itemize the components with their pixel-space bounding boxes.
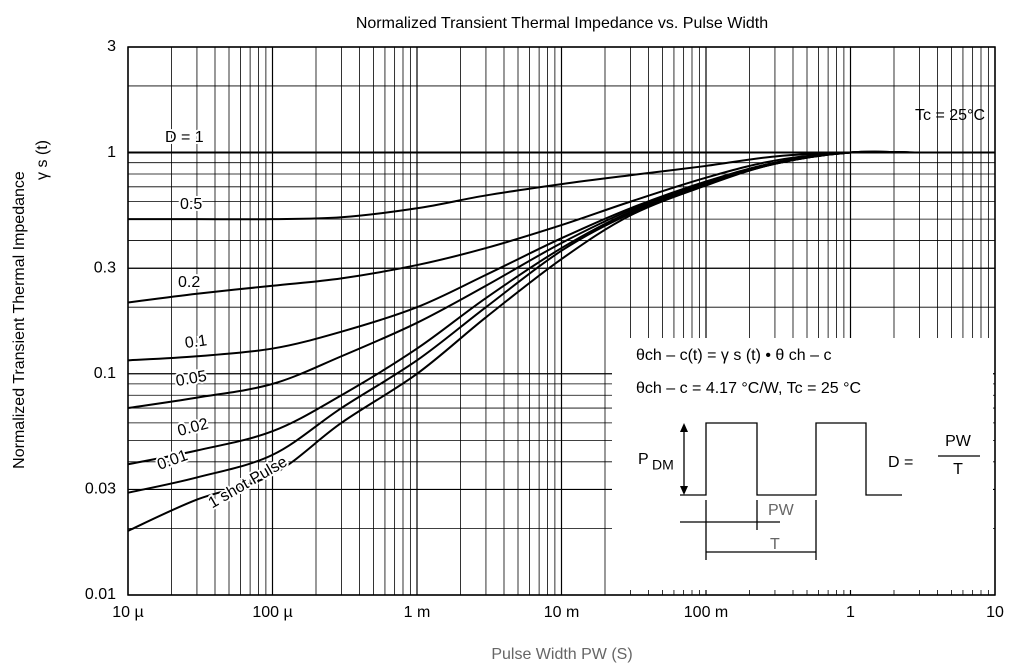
pdm-label: P xyxy=(638,451,649,468)
curve-label: 0.1 xyxy=(184,332,208,352)
fraction-denominator: T xyxy=(953,461,963,478)
x-axis-label: Pulse Width PW (S) xyxy=(491,646,632,663)
pdm-subscript: DM xyxy=(652,457,674,473)
curve-label: 0.5 xyxy=(180,196,202,213)
x-tick-label: 1 xyxy=(846,604,855,621)
y-tick-label: 3 xyxy=(107,38,116,55)
x-tick-label: 100 m xyxy=(684,604,728,621)
inset: Tc = 25°C θch – c(t) = γ s (t) • θ ch – … xyxy=(612,107,993,590)
curve-label: 0.2 xyxy=(178,274,200,291)
chart-title: Normalized Transient Thermal Impedance v… xyxy=(356,15,768,32)
curve-label: 0.05 xyxy=(174,368,208,390)
curve-label: 0.01 xyxy=(155,447,190,474)
x-tick-label: 1 m xyxy=(404,604,431,621)
pw-label: PW xyxy=(768,502,795,519)
arrow-head xyxy=(680,423,688,432)
y-tick-label: 0.3 xyxy=(94,259,116,276)
pulse-waveform xyxy=(680,422,902,496)
fraction-numerator: PW xyxy=(945,433,972,450)
d-eq: D = xyxy=(888,454,913,471)
x-tick-label: 10 µ xyxy=(112,604,143,621)
t-label: T xyxy=(770,536,780,553)
y-tick-label: 0.01 xyxy=(85,586,116,603)
curve xyxy=(127,150,995,532)
tc-label: Tc = 25°C xyxy=(915,107,985,124)
curve-label: D = 1 xyxy=(165,129,204,146)
y-tick-label: 0.03 xyxy=(85,481,116,498)
formula-2: θch – c = 4.17 °C/W, Tc = 25 °C xyxy=(636,380,861,397)
y-axis-label-2: γ s (t) xyxy=(34,140,51,180)
y-axis-label: Normalized Transient Thermal Impedance xyxy=(11,171,28,469)
x-tick-label: 10 xyxy=(986,604,1004,621)
arrow-head xyxy=(680,486,688,495)
inset-background xyxy=(612,338,993,590)
curve-label: 0.02 xyxy=(176,415,211,440)
formula-1: θch – c(t) = γ s (t) • θ ch – c xyxy=(636,347,831,364)
plot-border xyxy=(127,46,996,596)
x-tick-label: 100 µ xyxy=(252,604,292,621)
y-tick-label: 1 xyxy=(107,144,116,161)
y-tick-label: 0.1 xyxy=(94,365,116,382)
x-tick-label: 10 m xyxy=(544,604,580,621)
